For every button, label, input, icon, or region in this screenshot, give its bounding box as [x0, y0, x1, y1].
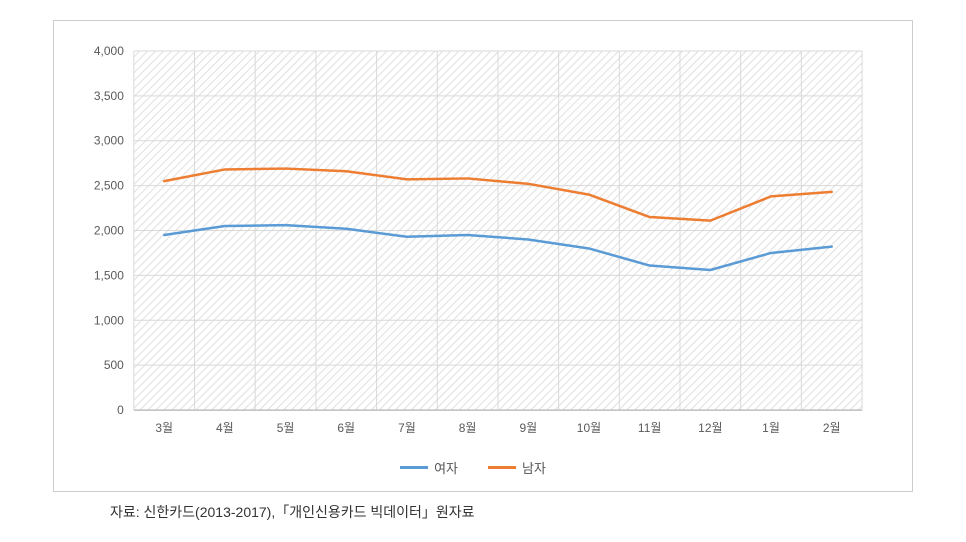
- svg-text:4월: 4월: [216, 421, 234, 435]
- legend-swatch-male: [488, 466, 516, 469]
- svg-text:2,500: 2,500: [94, 179, 124, 193]
- legend-label-male: 남자: [522, 458, 546, 477]
- svg-text:5월: 5월: [277, 421, 295, 435]
- svg-text:10월: 10월: [577, 421, 601, 435]
- svg-text:2,000: 2,000: [94, 223, 124, 237]
- svg-text:6월: 6월: [337, 421, 355, 435]
- svg-text:1,500: 1,500: [94, 268, 124, 282]
- svg-text:1월: 1월: [762, 421, 780, 435]
- chart-caption: 자료: 신한카드(2013-2017),「개인신용카드 빅데이터」원자료: [110, 502, 946, 522]
- chart-container: 0 500 1,000 1,500 2,000 2,500 3,000 3,500 4,000 3…: [53, 20, 913, 492]
- svg-text:500: 500: [104, 358, 124, 372]
- svg-text:11월: 11월: [638, 421, 661, 435]
- svg-text:8월: 8월: [459, 421, 477, 435]
- line-chart: 0 500 1,000 1,500 2,000 2,500 3,000 3,500 4,000 3…: [64, 31, 882, 450]
- svg-text:3월: 3월: [155, 421, 173, 435]
- chart-legend: 여자 남자: [64, 450, 882, 481]
- legend-swatch-female: [400, 466, 428, 469]
- svg-text:3,000: 3,000: [94, 134, 124, 148]
- legend-item-male: 남자: [488, 458, 546, 477]
- legend-label-female: 여자: [434, 458, 458, 477]
- svg-text:2월: 2월: [823, 421, 841, 435]
- svg-text:1,000: 1,000: [94, 313, 124, 327]
- caption-text: 자료: 신한카드(2013-2017),「개인신용카드 빅데이터」원자료: [110, 504, 475, 520]
- svg-text:4,000: 4,000: [94, 44, 124, 58]
- legend-item-female: 여자: [400, 458, 458, 477]
- svg-text:3,500: 3,500: [94, 89, 124, 103]
- svg-text:7월: 7월: [398, 421, 416, 435]
- svg-text:9월: 9월: [519, 421, 537, 435]
- svg-text:0: 0: [117, 403, 124, 417]
- svg-text:12월: 12월: [698, 421, 722, 435]
